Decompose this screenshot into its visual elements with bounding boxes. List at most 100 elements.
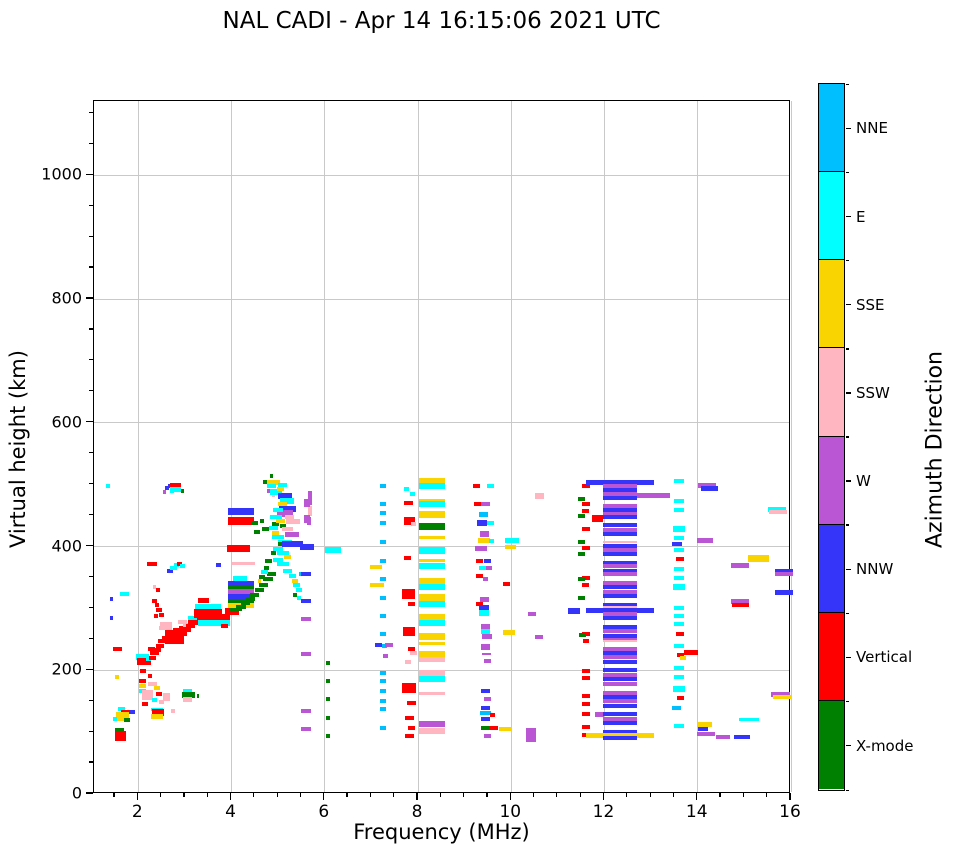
- colorbar-boundary-tick: [846, 524, 849, 526]
- echo-mark: [480, 689, 491, 694]
- echo-mark: [586, 607, 654, 613]
- echo-mark: [228, 507, 254, 515]
- echo-mark: [401, 683, 416, 694]
- echo-mark: [528, 611, 537, 616]
- echo-mark: [603, 699, 637, 704]
- echo-mark: [582, 582, 590, 587]
- gridline-horizontal: [94, 422, 789, 424]
- echo-mark: [141, 690, 154, 700]
- colorbar-tick: [846, 127, 851, 130]
- echo-mark: [484, 733, 492, 738]
- echo-mark: [272, 530, 280, 535]
- echo-mark: [380, 678, 386, 683]
- x-axis-tick: [113, 793, 115, 797]
- colorbar-category-label: NNW: [856, 560, 894, 579]
- echo-mark: [476, 602, 484, 607]
- echo-mark: [404, 486, 409, 491]
- echo-mark: [380, 707, 386, 712]
- echo-mark: [380, 689, 386, 694]
- echo-mark: [419, 510, 445, 518]
- echo-mark: [603, 594, 637, 598]
- echo-mark: [151, 707, 163, 711]
- echo-mark: [475, 545, 487, 551]
- echo-mark: [483, 559, 491, 564]
- echo-mark: [269, 489, 282, 496]
- echo-mark: [419, 558, 445, 562]
- echo-mark: [730, 599, 749, 605]
- echo-mark: [159, 626, 167, 631]
- echo-mark: [732, 602, 749, 607]
- echo-mark: [106, 483, 110, 488]
- echo-mark: [188, 615, 197, 620]
- echo-mark: [380, 559, 386, 564]
- echo-mark: [147, 674, 153, 679]
- echo-mark: [293, 582, 301, 587]
- echo-mark: [173, 563, 180, 568]
- echo-mark: [581, 712, 591, 717]
- echo-mark: [419, 594, 445, 602]
- echo-mark: [577, 595, 585, 600]
- echo-mark: [674, 567, 684, 572]
- echo-mark: [486, 520, 494, 525]
- echo-mark: [281, 527, 294, 532]
- echo-mark: [674, 507, 684, 512]
- echo-mark: [478, 538, 491, 544]
- echo-mark: [380, 501, 386, 506]
- gridline-vertical: [790, 101, 792, 792]
- echo-mark: [774, 568, 794, 574]
- echo-mark: [273, 546, 283, 551]
- echo-mark: [581, 576, 591, 581]
- x-axis-tick: [439, 793, 441, 797]
- y-axis-tick-label: 800: [51, 288, 82, 308]
- echo-mark: [380, 540, 386, 545]
- echo-mark: [326, 696, 330, 701]
- echo-mark: [586, 480, 654, 486]
- echo-mark: [156, 608, 163, 613]
- echo-mark: [603, 646, 637, 651]
- x-axis-tick: [369, 793, 371, 797]
- echo-mark: [278, 482, 288, 487]
- echo-mark: [165, 486, 170, 491]
- echo-mark: [716, 735, 731, 740]
- echo-mark: [370, 582, 384, 587]
- echo-mark: [484, 658, 492, 663]
- echo-mark: [231, 561, 255, 565]
- echo-mark: [419, 498, 445, 502]
- echo-mark: [499, 727, 513, 732]
- echo-mark: [603, 589, 637, 594]
- echo-mark: [419, 535, 445, 539]
- y-axis-tick: [86, 297, 93, 299]
- x-axis-tick: [276, 793, 278, 797]
- echo-mark: [603, 730, 637, 735]
- echo-mark: [260, 570, 268, 575]
- echo-mark: [140, 668, 146, 673]
- echo-mark: [307, 491, 313, 506]
- echo-mark: [480, 705, 491, 710]
- echo-mark: [603, 511, 637, 516]
- echo-mark: [278, 493, 293, 500]
- echo-mark: [265, 559, 273, 564]
- echo-mark: [380, 483, 386, 488]
- echo-mark: [673, 526, 685, 533]
- echo-mark: [273, 558, 283, 563]
- echo-mark: [407, 725, 415, 730]
- echo-mark: [148, 655, 156, 660]
- x-axis-tick: [789, 793, 791, 800]
- echo-mark: [301, 709, 311, 714]
- echo-mark: [254, 530, 260, 535]
- echo-mark: [151, 714, 163, 720]
- echo-mark: [228, 580, 254, 587]
- echo-mark: [525, 728, 536, 743]
- echo-mark: [114, 731, 127, 742]
- echo-mark: [155, 643, 164, 648]
- y-axis-tick: [89, 761, 93, 763]
- echo-mark: [730, 562, 749, 568]
- echo-mark: [603, 717, 637, 722]
- echo-mark: [197, 613, 231, 622]
- echo-mark: [404, 715, 415, 720]
- echo-mark: [674, 723, 684, 728]
- echo-mark: [674, 644, 684, 649]
- colorbar-segment-V: [819, 612, 844, 702]
- echo-mark: [481, 725, 490, 730]
